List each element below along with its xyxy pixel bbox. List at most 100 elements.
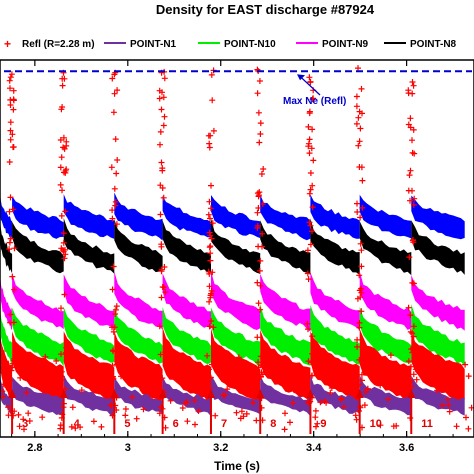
x-axis: 2.8 3 3.2 3.4 3.6 — [11, 60, 454, 454]
series-band-refl — [359, 328, 412, 404]
elm-arrow-head — [110, 389, 119, 398]
refl-marker — [307, 78, 314, 85]
refl-marker — [340, 403, 347, 410]
refl-marker — [25, 410, 32, 417]
refl-marker — [26, 418, 33, 424]
series-band-n1 — [0, 374, 13, 417]
refl-marker — [255, 243, 262, 250]
refl-marker — [258, 171, 265, 177]
legend: + Refl (R=2.28 m) POINT-N1 POINT-N10 POI… — [4, 37, 457, 51]
refl-marker — [60, 230, 67, 237]
series-band-top — [0, 193, 13, 240]
refl-marker — [357, 294, 364, 301]
refl-marker — [265, 364, 272, 371]
refl-marker — [401, 373, 408, 380]
refl-marker — [410, 239, 417, 246]
refl-marker — [59, 104, 66, 110]
refl-marker — [67, 357, 74, 363]
series-band-top — [411, 195, 465, 240]
x-axis-label: Time (s) — [214, 459, 260, 473]
x-tick-label: 2.8 — [27, 442, 42, 454]
refl-marker — [357, 240, 364, 247]
refl-marker — [305, 123, 312, 130]
refl-marker — [357, 214, 364, 221]
series-band-refl — [211, 328, 261, 401]
series-band-n8 — [310, 218, 360, 276]
series-band-n10 — [63, 307, 115, 363]
refl-marker — [77, 424, 84, 431]
refl-marker — [405, 187, 412, 194]
refl-marker — [122, 406, 129, 412]
series-band-n8 — [359, 221, 412, 276]
series-band-top — [114, 192, 163, 241]
refl-marker — [207, 250, 214, 257]
refl-marker — [285, 379, 292, 386]
series-band-n9 — [411, 274, 465, 331]
legend-marker-refl: + — [4, 37, 11, 51]
series-band-n10 — [162, 307, 211, 365]
refl-marker — [406, 172, 413, 179]
elm-arrow-number: 11 — [421, 418, 433, 430]
refl-marker — [10, 87, 17, 94]
refl-marker — [206, 144, 213, 151]
refl-marker — [410, 333, 417, 340]
refl-marker — [206, 229, 213, 236]
refl-marker — [362, 389, 369, 395]
x-tick-label: 3.4 — [306, 442, 322, 454]
elm-arrow-number: 5 — [124, 418, 130, 430]
series-band-top — [63, 194, 115, 239]
refl-marker — [206, 283, 213, 290]
refl-marker — [281, 426, 288, 433]
refl-marker — [162, 349, 169, 356]
refl-marker — [11, 286, 18, 293]
refl-marker — [328, 385, 335, 391]
refl-marker — [176, 365, 183, 372]
refl-marker — [183, 399, 190, 405]
refl-marker — [158, 294, 165, 301]
refl-marker — [114, 157, 121, 163]
refl-marker — [352, 412, 359, 419]
refl-marker — [0, 393, 6, 400]
refl-marker — [238, 408, 245, 415]
refl-marker — [255, 205, 262, 211]
series-band-n8 — [12, 221, 64, 274]
legend-item-n8: POINT-N8 — [384, 39, 457, 50]
refl-marker — [7, 74, 14, 81]
refl-marker — [465, 373, 472, 380]
refl-marker — [409, 149, 416, 156]
refl-marker — [434, 387, 441, 394]
refl-marker — [359, 204, 366, 211]
series-band-top — [260, 194, 311, 241]
refl-marker — [358, 263, 365, 270]
refl-marker — [306, 74, 313, 81]
refl-marker — [385, 396, 392, 403]
series-band-n1 — [162, 376, 211, 417]
legend-item-n1: POINT-N1 — [104, 39, 177, 50]
max-ne-line: Max Ne (Refl) — [4, 70, 472, 107]
refl-marker — [167, 397, 174, 404]
refl-marker — [63, 142, 70, 149]
refl-marker — [407, 197, 413, 204]
refl-marker — [140, 406, 147, 413]
series-band-n9 — [211, 271, 261, 330]
refl-marker — [58, 305, 64, 312]
refl-marker — [98, 423, 105, 430]
refl-marker — [312, 407, 319, 414]
refl-marker — [439, 402, 446, 409]
refl-marker — [62, 349, 69, 356]
refl-marker — [110, 348, 116, 355]
legend-label-n8: POINT-N8 — [410, 39, 457, 50]
plot-frame — [0, 59, 474, 438]
refl-marker — [327, 389, 334, 396]
refl-marker — [7, 377, 13, 384]
refl-marker — [60, 134, 67, 141]
refl-marker — [368, 352, 375, 359]
series-band-n9 — [12, 273, 64, 330]
refl-marker — [230, 359, 236, 366]
max-ne-pointer-head — [297, 74, 305, 81]
refl-marker — [11, 245, 18, 252]
refl-marker — [61, 75, 68, 82]
refl-marker — [53, 358, 60, 364]
refl-marker — [407, 328, 414, 335]
elm-arrows: 3 4 5 6 7 8 9 10 11 — [8, 389, 433, 434]
